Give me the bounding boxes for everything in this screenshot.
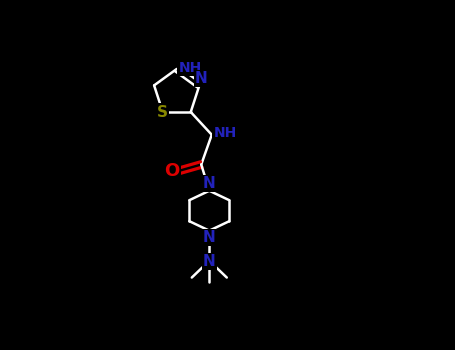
Text: NH: NH [213, 126, 237, 140]
Text: N: N [203, 230, 216, 245]
Text: N: N [195, 71, 207, 86]
Text: S: S [157, 105, 168, 119]
Text: N: N [203, 176, 216, 191]
Text: O: O [164, 162, 179, 181]
Text: N: N [203, 254, 216, 269]
Text: NH: NH [178, 61, 202, 75]
